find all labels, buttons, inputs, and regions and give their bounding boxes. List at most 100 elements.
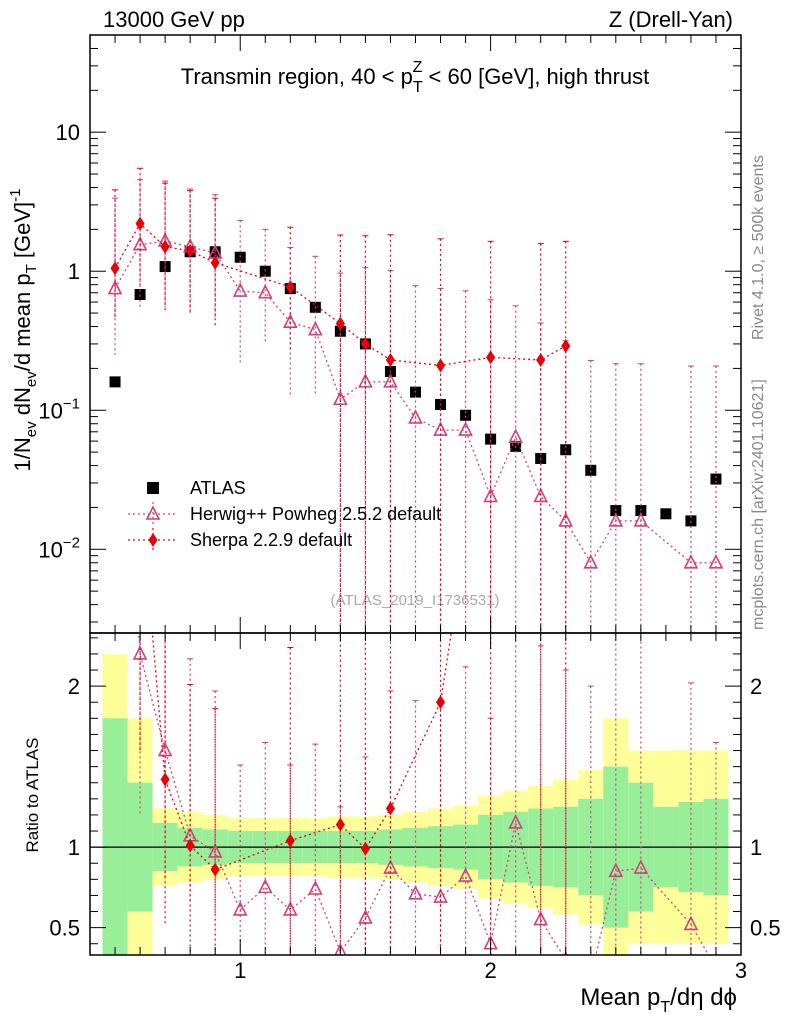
data-point: [360, 336, 370, 351]
data-point: [210, 862, 220, 877]
data-point: [135, 216, 145, 231]
data-point: [207, 843, 223, 858]
data-point: [209, 246, 221, 258]
data-point: [110, 261, 120, 276]
data-point: [185, 243, 195, 258]
data-point: [536, 180, 545, 194]
data-point: [283, 901, 298, 916]
data-point: [134, 289, 146, 301]
data-point: [257, 878, 273, 894]
data-point: [157, 741, 173, 757]
ratio-y-axis-label: Ratio to ATLAS: [23, 738, 42, 853]
data-point: [536, 352, 546, 367]
data-point: [285, 280, 295, 295]
header-left-label: 13000 GeV pp: [103, 7, 245, 32]
data-point: [285, 833, 295, 848]
rivet-version-label: Rivet 4.1.0, ≥ 500k events: [750, 155, 767, 340]
title-suffix: < 60 [GeV], high thrust: [422, 64, 649, 89]
data-point: [710, 961, 722, 973]
data-point: [710, 473, 722, 485]
y-tick-label: 10: [56, 120, 80, 145]
data-point: [383, 373, 398, 388]
ratio-y-tick-label: 0.5: [49, 916, 80, 941]
data-point: [685, 515, 697, 527]
data-point: [633, 512, 649, 527]
data-point: [335, 316, 345, 331]
data-point: [458, 867, 473, 882]
legend-label: Sherpa 2.2.9 default: [190, 530, 352, 550]
data-point: [385, 801, 396, 816]
plot-title: Transmin region, 40 < pTZ < 60 [GeV], hi…: [181, 59, 650, 96]
data-point: [486, 350, 496, 365]
x-tick-label: 1: [234, 958, 246, 983]
data-point: [533, 487, 548, 503]
data-point: [210, 255, 220, 270]
data-point: [560, 444, 572, 456]
data-point: [561, 338, 571, 353]
ratio-y-tick-label: 1: [68, 835, 80, 860]
data-point: [232, 282, 248, 297]
title-sub: T: [413, 79, 423, 96]
legend: ATLAS Herwig++ Powheg 2.5.2 default Sherpa…: [128, 478, 441, 552]
data-point: [660, 508, 672, 520]
header-right-label: Z (Drell-Yan): [609, 7, 733, 32]
ratio-y-tick-label: 1: [750, 835, 762, 860]
data-point: [458, 421, 473, 436]
title-sup: Z: [413, 59, 423, 76]
data-point: [433, 888, 448, 903]
series-line: [114, 240, 716, 565]
legend-label: ATLAS: [190, 478, 246, 498]
data-point: [107, 279, 123, 295]
data-point: [408, 409, 423, 424]
y-tick-label: 10−2: [38, 534, 80, 562]
main-frame: [89, 34, 742, 634]
data-point: [257, 283, 273, 299]
ratio-y-tick-label: 0.5: [750, 916, 781, 941]
data-point: [283, 313, 298, 328]
data-point: [561, 100, 570, 114]
legend-marker: [148, 533, 158, 547]
ratio-uncertainty-bands: [102, 653, 729, 955]
data-point: [485, 433, 497, 445]
y-tick-label: 1: [68, 259, 80, 284]
series-line: [138, 633, 710, 955]
data-point: [408, 885, 423, 900]
mcplots-label: mcplots.cern.ch [arXiv:2401.10621]: [750, 379, 767, 630]
y-tick-label: 10−1: [38, 395, 80, 423]
analysis-watermark: (ATLAS_2019_I1736531): [330, 592, 499, 609]
data-point: [583, 553, 599, 569]
legend-marker: [147, 482, 159, 494]
ratio-y-tick-label: 2: [750, 674, 762, 699]
data-point: [585, 464, 597, 476]
data-point: [308, 320, 323, 336]
title-prefix: Transmin region, 40 < p: [181, 64, 413, 89]
x-tick-label: 3: [735, 958, 747, 983]
data-point: [683, 915, 699, 931]
axes: 1 2 3 10−2 10−1 1 10 0.5 0.5 1 1 2 2: [38, 34, 781, 983]
data-point: [633, 859, 649, 874]
data-point: [308, 880, 323, 895]
data-point: [585, 969, 597, 981]
data-point: [160, 239, 170, 254]
data-point: [608, 862, 624, 878]
data-point: [335, 817, 345, 832]
data-point: [508, 428, 523, 444]
data-point: [333, 390, 348, 406]
data-point: [683, 553, 699, 569]
data-point: [608, 512, 624, 527]
x-tick-label: 2: [484, 958, 496, 983]
ratio-y-tick-label: 2: [68, 674, 80, 699]
data-point: [185, 838, 195, 853]
data-point: [136, 486, 145, 500]
data-point: [460, 409, 472, 421]
data-point: [435, 695, 446, 710]
ratio-plot-area: [90, 100, 741, 981]
main-plot-area: [107, 167, 724, 633]
data-point: [109, 376, 121, 388]
data-point: [160, 772, 170, 787]
data-point: [558, 512, 574, 527]
data-point: [360, 841, 370, 856]
data-point: [508, 814, 523, 829]
data-point: [232, 901, 248, 916]
